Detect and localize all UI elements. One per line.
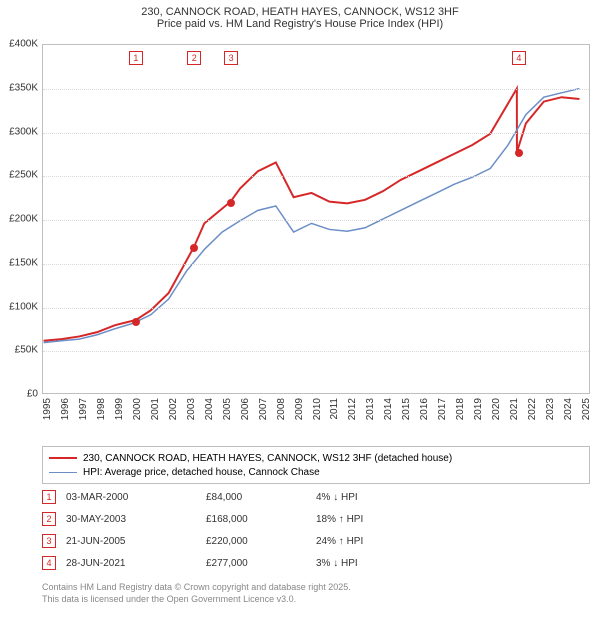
x-tick-label: 2004 [204,398,215,420]
sale-price: £220,000 [206,536,306,547]
title-subtitle: Price paid vs. HM Land Registry's House … [10,18,590,30]
x-tick-label: 2013 [365,398,376,420]
chart-container: 230, CANNOCK ROAD, HEATH HAYES, CANNOCK,… [0,0,600,620]
gridline [43,308,589,309]
series-line [44,89,580,343]
x-tick-label: 1997 [78,398,89,420]
y-tick-label: £250K [9,170,38,181]
table-row: 1 03-MAR-2000 £84,000 4% ↓ HPI [42,486,590,508]
x-tick-label: 2015 [401,398,412,420]
x-tick-label: 1998 [96,398,107,420]
x-tick-label: 2023 [545,398,556,420]
legend: 230, CANNOCK ROAD, HEATH HAYES, CANNOCK,… [42,446,590,484]
x-tick-label: 2011 [329,398,340,420]
x-tick-label: 1995 [42,398,53,420]
y-tick-label: £0 [27,389,38,400]
legend-label: 230, CANNOCK ROAD, HEATH HAYES, CANNOCK,… [83,453,452,464]
sale-diff: 3% ↓ HPI [316,558,436,569]
x-tick-label: 2000 [132,398,143,420]
sale-dot [190,244,198,252]
x-tick-label: 2016 [419,398,430,420]
sale-date: 30-MAY-2003 [66,514,196,525]
y-axis: £0£50K£100K£150K£200K£250K£300K£350K£400… [0,44,42,394]
sale-diff: 24% ↑ HPI [316,536,436,547]
gridline [43,264,589,265]
x-tick-label: 2014 [383,398,394,420]
x-tick-label: 2017 [437,398,448,420]
sale-date: 21-JUN-2005 [66,536,196,547]
gridline [43,351,589,352]
x-tick-label: 2021 [509,398,520,420]
gridline [43,133,589,134]
sale-marker-box: 3 [224,51,238,65]
plot-area: 1 2 3 4 [42,44,590,394]
sale-date: 28-JUN-2021 [66,558,196,569]
sale-row-marker: 4 [42,556,56,570]
x-tick-label: 2020 [491,398,502,420]
title-address: 230, CANNOCK ROAD, HEATH HAYES, CANNOCK,… [10,6,590,18]
legend-label: HPI: Average price, detached house, Cann… [83,467,320,478]
x-tick-label: 2019 [473,398,484,420]
legend-swatch [49,472,77,473]
y-tick-label: £100K [9,301,38,312]
x-tick-label: 2009 [294,398,305,420]
chart-svg [43,45,589,393]
x-tick-label: 2010 [312,398,323,420]
x-tick-label: 2002 [168,398,179,420]
x-tick-label: 2025 [581,398,592,420]
sale-row-marker: 1 [42,490,56,504]
y-tick-label: £50K [15,345,38,356]
sale-marker-box: 1 [129,51,143,65]
sale-price: £168,000 [206,514,306,525]
sale-dot [227,199,235,207]
footnote-line2: This data is licensed under the Open Gov… [42,594,590,606]
x-tick-label: 2006 [240,398,251,420]
sales-table: 1 03-MAR-2000 £84,000 4% ↓ HPI 2 30-MAY-2003 £… [42,486,590,574]
x-tick-label: 2003 [186,398,197,420]
sale-price: £277,000 [206,558,306,569]
sale-price: £84,000 [206,492,306,503]
sale-marker-box: 2 [187,51,201,65]
x-axis: 1995 1996 1997 1998 1999 2000 2001 2002 2003 2004… [42,394,590,444]
gridline [43,176,589,177]
x-tick-label: 2024 [563,398,574,420]
sale-marker-box: 4 [512,51,526,65]
y-tick-label: £400K [9,39,38,50]
x-tick-label: 1999 [114,398,125,420]
x-tick-label: 2022 [527,398,538,420]
legend-row: HPI: Average price, detached house, Cann… [49,465,583,479]
chart-title: 230, CANNOCK ROAD, HEATH HAYES, CANNOCK,… [0,0,600,32]
legend-row: 230, CANNOCK ROAD, HEATH HAYES, CANNOCK,… [49,451,583,465]
table-row: 3 21-JUN-2005 £220,000 24% ↑ HPI [42,530,590,552]
legend-swatch [49,457,77,459]
gridline [43,220,589,221]
footnote-line1: Contains HM Land Registry data © Crown c… [42,582,590,594]
gridline [43,89,589,90]
sale-dot [515,149,523,157]
x-tick-label: 2005 [222,398,233,420]
table-row: 2 30-MAY-2003 £168,000 18% ↑ HPI [42,508,590,530]
x-tick-label: 1996 [60,398,71,420]
table-row: 4 28-JUN-2021 £277,000 3% ↓ HPI [42,552,590,574]
x-tick-label: 2018 [455,398,466,420]
sale-dot [132,318,140,326]
x-tick-label: 2008 [276,398,287,420]
x-tick-label: 2012 [347,398,358,420]
sale-date: 03-MAR-2000 [66,492,196,503]
y-tick-label: £300K [9,126,38,137]
sale-row-marker: 3 [42,534,56,548]
x-tick-label: 2007 [258,398,269,420]
y-tick-label: £200K [9,214,38,225]
y-tick-label: £150K [9,257,38,268]
x-tick-label: 2001 [150,398,161,420]
y-tick-label: £350K [9,82,38,93]
sale-diff: 4% ↓ HPI [316,492,436,503]
series-line [44,89,580,341]
footnote: Contains HM Land Registry data © Crown c… [42,582,590,605]
sale-diff: 18% ↑ HPI [316,514,436,525]
sale-row-marker: 2 [42,512,56,526]
